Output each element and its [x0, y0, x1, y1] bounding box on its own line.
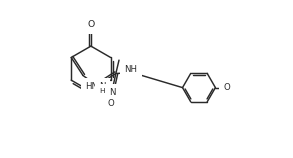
Text: HN: HN: [85, 82, 98, 91]
Text: O: O: [224, 83, 230, 92]
Text: O: O: [107, 99, 114, 108]
Text: N: N: [99, 82, 105, 91]
Text: NH: NH: [125, 65, 137, 74]
Text: O: O: [87, 21, 95, 30]
Text: N: N: [110, 88, 116, 97]
Text: H: H: [99, 88, 105, 94]
